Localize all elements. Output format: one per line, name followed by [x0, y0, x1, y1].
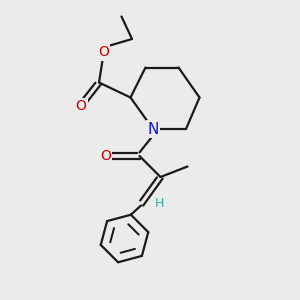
Text: O: O	[76, 99, 86, 113]
Text: H: H	[155, 197, 164, 210]
Text: N: N	[147, 122, 159, 136]
Text: O: O	[98, 46, 109, 59]
Text: O: O	[100, 149, 111, 163]
